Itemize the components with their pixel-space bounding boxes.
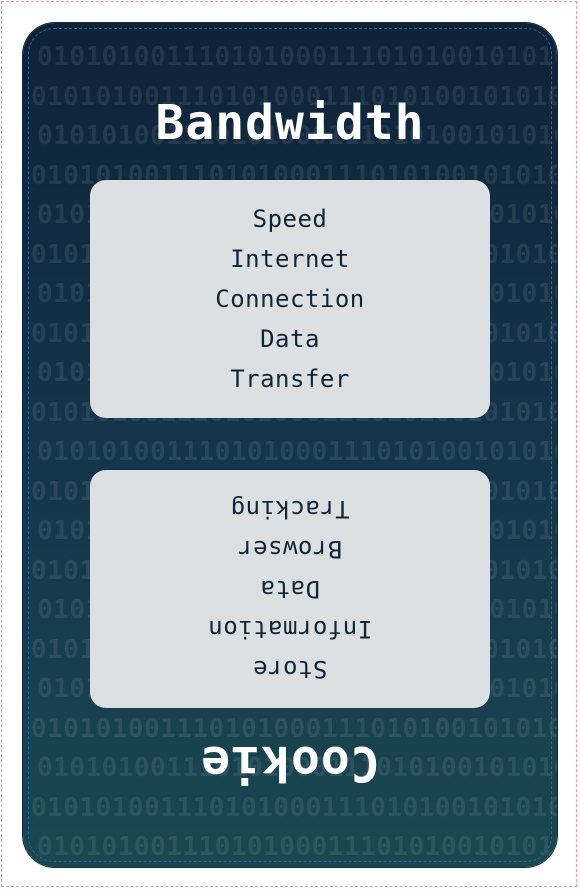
binary-row: 0101010011101010001110101001010100 [37, 832, 557, 862]
binary-row: 0101010011101010001110101001010100 [31, 792, 557, 823]
card-title-top: Bandwidth [155, 95, 425, 151]
taboo-word: Transfer [230, 365, 350, 393]
taboo-word: Connection [215, 285, 365, 313]
binary-row: 0101010011101010001110101001010100 [37, 753, 557, 783]
binary-row: 0101010011101010001110101001010100 [37, 121, 557, 151]
binary-row: 0101010011101010001110101001010100 [31, 713, 557, 744]
taboo-words-panel-top: Speed Internet Connection Data Transfer [90, 180, 490, 418]
card-title-bottom: Cookie [200, 735, 380, 791]
taboo-word: Speed [252, 205, 328, 233]
taboo-card: 0101010011101010001110101001010100 01010… [23, 23, 557, 867]
taboo-word: Data [260, 575, 320, 603]
taboo-word: Browser [237, 535, 343, 563]
taboo-word: Store [252, 655, 328, 683]
binary-row: 0101010011101010001110101001010100 [37, 42, 557, 72]
taboo-word: Data [260, 325, 320, 353]
binary-row: 0101010011101010001110101001010100 [37, 437, 557, 467]
taboo-word: Internet [230, 245, 350, 273]
binary-row: 0101010011101010001110101001010100 [31, 81, 557, 112]
taboo-words-panel-bottom: Store Information Data Browser Tracking [90, 470, 490, 708]
taboo-word: Information [207, 615, 373, 643]
taboo-word: Tracking [230, 495, 350, 523]
